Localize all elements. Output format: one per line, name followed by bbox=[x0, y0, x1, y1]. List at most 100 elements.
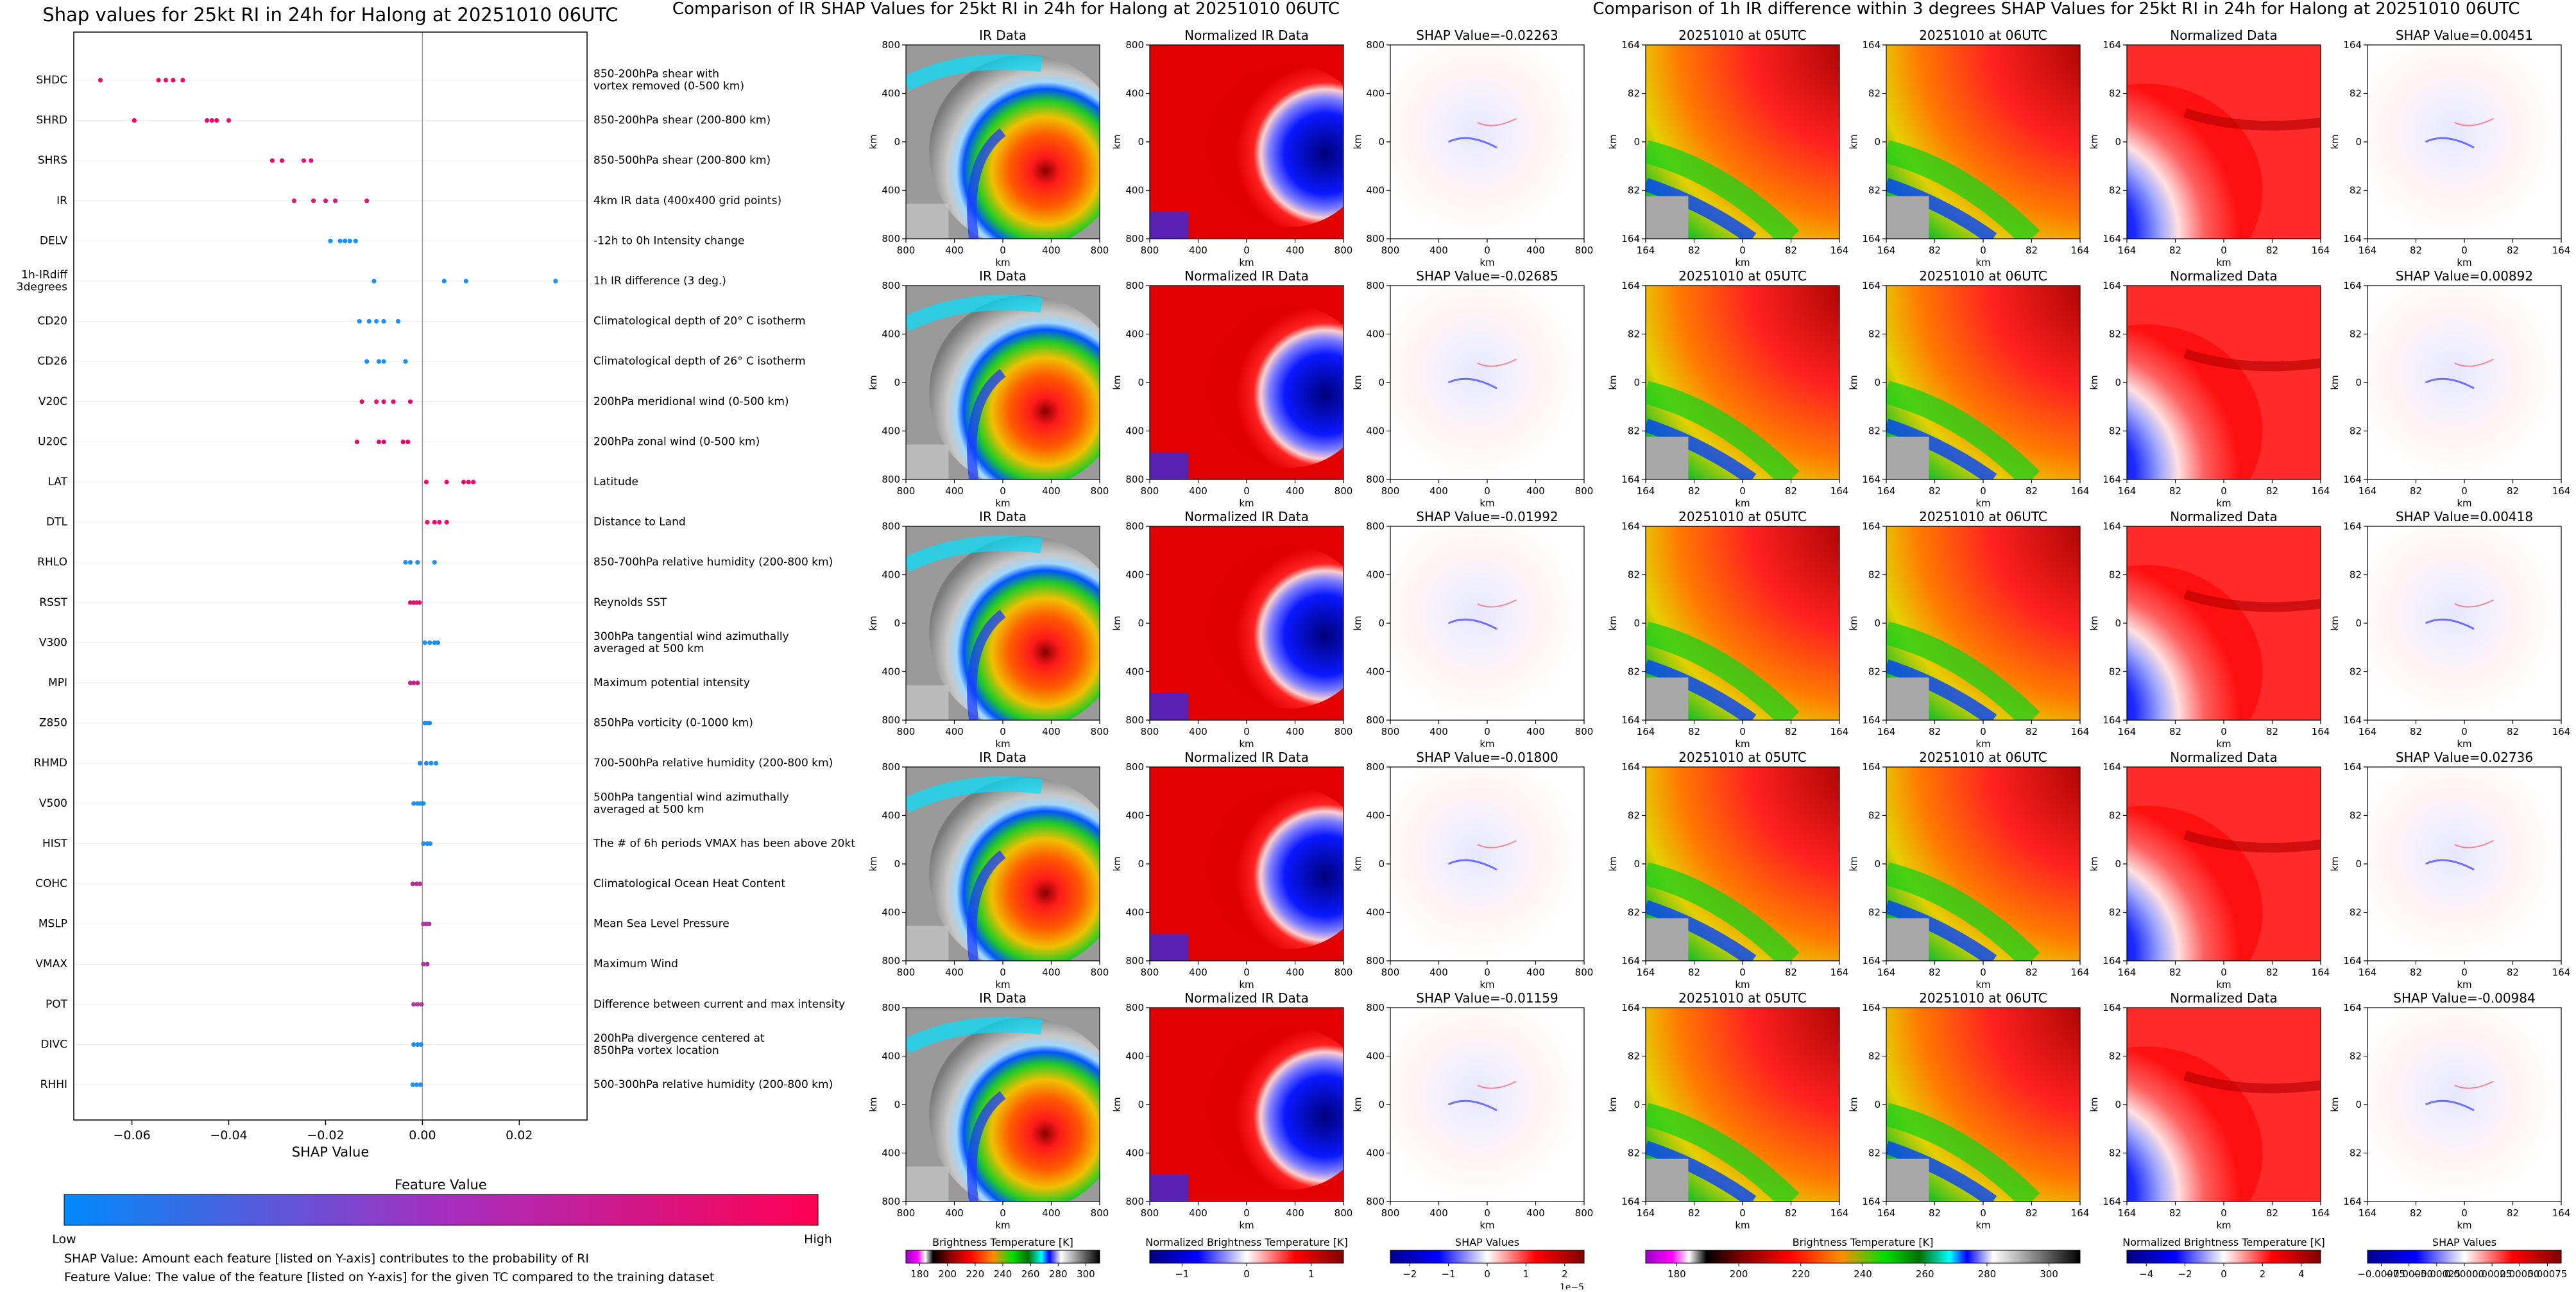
x-axis-label: km bbox=[1239, 738, 1254, 750]
y-tick-label: 800 bbox=[1125, 761, 1144, 773]
axes-frame bbox=[1390, 285, 1585, 480]
x-tick-label: 400 bbox=[945, 245, 964, 256]
shap-point bbox=[427, 721, 432, 726]
green-band bbox=[1646, 1103, 1800, 1202]
feature-description: Mean Sea Level Pressure bbox=[593, 918, 729, 931]
blue-band bbox=[1886, 178, 1997, 239]
feature-label: COHC bbox=[35, 877, 67, 890]
x-tick-label: 82 bbox=[1929, 1207, 1941, 1219]
green-band bbox=[1646, 140, 1800, 239]
y-tick-label: 0 bbox=[2115, 1099, 2121, 1110]
y-axis-label: km bbox=[2088, 375, 2100, 390]
x-tick-label: 82 bbox=[2266, 726, 2278, 737]
x-tick-label: 400 bbox=[1526, 245, 1545, 256]
y-tick-label: 800 bbox=[1125, 233, 1144, 245]
y-tick-label: 0 bbox=[1138, 1099, 1144, 1110]
x-axis-label: km bbox=[995, 738, 1010, 750]
axes-frame bbox=[1149, 285, 1344, 480]
y-tick-label: 164 bbox=[2103, 1002, 2121, 1013]
y-tick-label: 800 bbox=[882, 474, 900, 485]
x-tick-label: 400 bbox=[945, 485, 964, 497]
x-tick-label: 164 bbox=[1877, 485, 1896, 497]
colorbar-tick-label: −0.00025 bbox=[2413, 1268, 2461, 1280]
y-tick-label: 82 bbox=[2350, 329, 2362, 340]
cold-area bbox=[1646, 196, 1689, 239]
ir-image bbox=[906, 45, 1100, 239]
y-tick-label: 164 bbox=[2343, 714, 2362, 726]
ir-zoom-image bbox=[1646, 526, 1839, 720]
shap-point bbox=[309, 158, 314, 163]
shap-point bbox=[407, 560, 413, 565]
colorbar-tick-label: 180 bbox=[1668, 1268, 1686, 1280]
y-tick-label: 82 bbox=[1868, 329, 1881, 340]
y-tick-label: 82 bbox=[2109, 907, 2121, 918]
ir-zoom-image bbox=[1646, 767, 1839, 961]
x-axis-label: km bbox=[2457, 257, 2471, 268]
feature-colorbar-title: Feature Value bbox=[395, 1177, 487, 1193]
y-tick-label: 0 bbox=[1378, 1099, 1385, 1110]
y-tick-label: 800 bbox=[1125, 521, 1144, 532]
shap-point bbox=[337, 238, 343, 243]
y-tick-label: 0 bbox=[2115, 136, 2121, 148]
x-tick-label: 800 bbox=[1575, 967, 1594, 978]
shap-point bbox=[427, 841, 433, 846]
feature-label: DIVC bbox=[40, 1038, 67, 1051]
x-tick-label: 164 bbox=[1637, 726, 1655, 737]
storm-core bbox=[1886, 45, 2080, 239]
shap-point bbox=[364, 198, 370, 203]
x-axis-label: km bbox=[1975, 497, 1990, 509]
x-tick-label: 82 bbox=[1688, 967, 1700, 978]
x-tick-label: 164 bbox=[2118, 1207, 2137, 1219]
x-tick-label: 0 bbox=[1000, 967, 1006, 978]
y-tick-label: 0 bbox=[1138, 377, 1144, 388]
x-tick-label: 82 bbox=[2266, 245, 2278, 256]
storm-cloud bbox=[929, 55, 1100, 239]
norm-land bbox=[1150, 211, 1189, 239]
colorbar-title: Normalized Brightness Temperature [K] bbox=[1145, 1236, 1348, 1248]
feature-description: 200hPa meridional wind (0-500 km) bbox=[593, 395, 789, 408]
subplot-title: SHAP Value=0.00892 bbox=[2396, 268, 2533, 284]
x-axis-label: km bbox=[2457, 1219, 2471, 1231]
y-tick-label: 82 bbox=[2350, 907, 2362, 918]
feature-label: CD26 bbox=[37, 355, 67, 368]
y-tick-label: 800 bbox=[1125, 955, 1144, 967]
y-tick-label: 164 bbox=[1621, 1196, 1640, 1207]
x-tick-label: 82 bbox=[1785, 726, 1797, 737]
axes-frame bbox=[1886, 1007, 2081, 1202]
storm-core bbox=[1646, 1008, 1839, 1202]
shap-point bbox=[553, 279, 558, 284]
subplot-title: 20251010 at 05UTC bbox=[1678, 750, 1807, 765]
normalized-image bbox=[1150, 45, 1343, 239]
x-tick-label: 800 bbox=[1091, 967, 1109, 978]
feature-label: SHDC bbox=[36, 74, 67, 87]
feature-description: 300hPa tangential wind azimuthally averag… bbox=[593, 630, 789, 655]
y-tick-label: 164 bbox=[2103, 474, 2121, 485]
colorbar-tick-label: 200 bbox=[1730, 1268, 1748, 1280]
norm-band bbox=[2183, 108, 2321, 131]
storm-core bbox=[1646, 526, 1839, 720]
y-tick-label: 0 bbox=[1138, 617, 1144, 629]
x-tick-label: 0 bbox=[2461, 1207, 2468, 1219]
y-tick-label: 400 bbox=[1125, 185, 1144, 196]
feature-description: 850-200hPa shear with vortex removed (0-5… bbox=[593, 68, 744, 93]
shap-image bbox=[1390, 45, 1584, 239]
y-axis-label: km bbox=[1352, 375, 1363, 390]
y-tick-label: 400 bbox=[1366, 666, 1385, 678]
y-tick-label: 164 bbox=[2103, 39, 2121, 51]
note-feature-value: Feature Value: The value of the feature … bbox=[64, 1270, 714, 1284]
blue-band bbox=[1646, 659, 1757, 720]
green-band bbox=[1646, 862, 1800, 961]
subplot-title: IR Data bbox=[979, 268, 1027, 284]
shap-point bbox=[381, 319, 386, 324]
ir-shap-comparison: Comparison of IR SHAP Values for 25kt RI… bbox=[672, 0, 1594, 1292]
x-tick-label: 0 bbox=[2221, 245, 2227, 256]
y-tick-label: 400 bbox=[882, 329, 900, 340]
y-tick-label: 82 bbox=[2109, 1148, 2121, 1159]
x-tick-label: 164 bbox=[2071, 726, 2090, 737]
shap-point bbox=[432, 520, 437, 525]
subplot-title: IR Data bbox=[979, 28, 1027, 43]
x-tick-label: 82 bbox=[2507, 245, 2519, 256]
ir-zoom-image bbox=[1886, 286, 2080, 479]
feature-label: DTL bbox=[46, 516, 67, 529]
y-tick-label: 0 bbox=[2115, 617, 2121, 629]
